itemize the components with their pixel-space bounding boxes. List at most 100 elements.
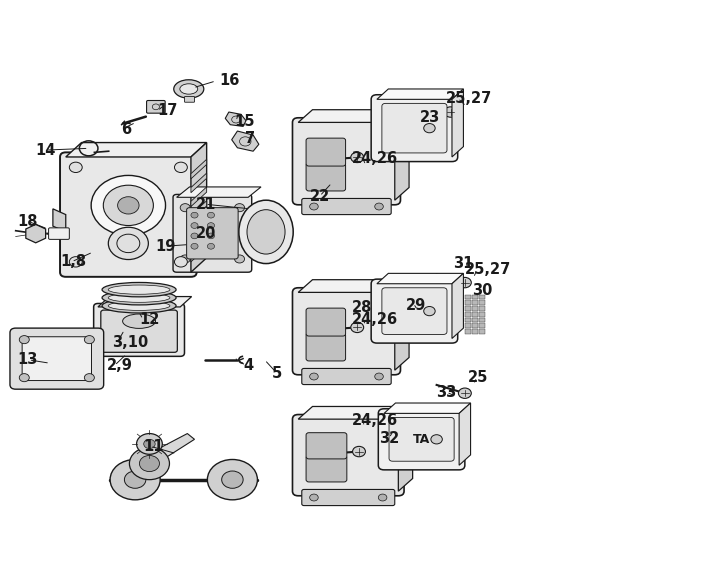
Circle shape	[235, 204, 245, 212]
Text: 11: 11	[143, 439, 164, 454]
FancyBboxPatch shape	[306, 456, 347, 482]
Circle shape	[222, 471, 243, 488]
Polygon shape	[191, 215, 207, 234]
Polygon shape	[191, 187, 207, 207]
Circle shape	[180, 204, 190, 212]
Circle shape	[174, 162, 187, 173]
Text: 2,9: 2,9	[107, 358, 133, 373]
FancyBboxPatch shape	[187, 208, 238, 259]
Circle shape	[431, 435, 442, 444]
Circle shape	[91, 175, 166, 235]
Polygon shape	[377, 273, 463, 284]
Ellipse shape	[102, 283, 176, 297]
FancyBboxPatch shape	[22, 337, 91, 380]
FancyBboxPatch shape	[306, 333, 345, 361]
Text: 24,26: 24,26	[352, 312, 398, 327]
Circle shape	[208, 212, 215, 218]
Ellipse shape	[174, 80, 204, 98]
Bar	[479, 301, 485, 305]
Text: 32: 32	[379, 431, 399, 446]
Bar	[472, 301, 477, 305]
Circle shape	[84, 373, 94, 382]
Circle shape	[191, 233, 198, 239]
Bar	[472, 329, 477, 334]
Circle shape	[19, 373, 29, 382]
Circle shape	[424, 306, 435, 316]
Bar	[472, 295, 477, 299]
FancyBboxPatch shape	[302, 368, 391, 384]
Circle shape	[353, 446, 365, 457]
Bar	[465, 329, 470, 334]
Text: 12: 12	[139, 312, 160, 327]
Polygon shape	[225, 112, 246, 126]
FancyBboxPatch shape	[292, 415, 404, 496]
Bar	[465, 324, 470, 328]
Circle shape	[351, 322, 363, 332]
Polygon shape	[377, 89, 463, 100]
Bar	[472, 312, 477, 317]
FancyBboxPatch shape	[101, 310, 177, 352]
Circle shape	[208, 243, 215, 249]
Text: 5: 5	[271, 365, 282, 380]
Ellipse shape	[108, 293, 170, 302]
Bar	[472, 306, 477, 311]
FancyBboxPatch shape	[382, 104, 447, 153]
Circle shape	[191, 243, 198, 249]
Ellipse shape	[102, 299, 176, 313]
Ellipse shape	[123, 314, 156, 328]
FancyBboxPatch shape	[371, 279, 457, 343]
Bar	[465, 301, 470, 305]
Polygon shape	[26, 225, 46, 243]
Circle shape	[70, 256, 82, 267]
Ellipse shape	[108, 285, 170, 294]
Text: 3,10: 3,10	[112, 335, 149, 350]
Polygon shape	[398, 406, 413, 491]
Bar	[479, 329, 485, 334]
Circle shape	[351, 152, 363, 163]
FancyBboxPatch shape	[302, 489, 395, 505]
Text: 17: 17	[157, 104, 177, 118]
Bar	[479, 295, 485, 299]
Text: 24,26: 24,26	[352, 413, 398, 428]
FancyBboxPatch shape	[173, 195, 252, 272]
Circle shape	[139, 456, 159, 471]
Text: 24,26: 24,26	[352, 151, 398, 166]
Ellipse shape	[180, 84, 197, 94]
Circle shape	[458, 277, 471, 288]
Text: 23: 23	[420, 110, 440, 125]
Circle shape	[424, 123, 435, 133]
FancyBboxPatch shape	[306, 308, 345, 336]
Text: 28: 28	[352, 301, 372, 316]
Text: 4: 4	[243, 358, 253, 373]
Bar	[465, 295, 470, 299]
Circle shape	[378, 494, 387, 501]
Circle shape	[144, 439, 155, 449]
Circle shape	[208, 460, 258, 500]
Polygon shape	[232, 131, 259, 151]
Polygon shape	[177, 187, 261, 197]
Text: 21: 21	[196, 197, 216, 212]
FancyBboxPatch shape	[93, 303, 185, 356]
Polygon shape	[459, 403, 470, 466]
Circle shape	[458, 388, 471, 398]
Circle shape	[124, 471, 146, 488]
Circle shape	[208, 233, 215, 239]
FancyBboxPatch shape	[185, 97, 195, 102]
Bar	[472, 318, 477, 323]
Circle shape	[108, 228, 149, 259]
Text: 30: 30	[472, 283, 493, 298]
FancyBboxPatch shape	[306, 163, 345, 191]
Circle shape	[174, 256, 187, 267]
Polygon shape	[66, 142, 207, 157]
Circle shape	[180, 255, 190, 263]
Polygon shape	[98, 296, 192, 307]
Circle shape	[375, 203, 383, 210]
Circle shape	[309, 203, 318, 210]
Circle shape	[19, 336, 29, 344]
Text: 18: 18	[17, 214, 37, 229]
Polygon shape	[191, 159, 207, 179]
Text: 7: 7	[245, 131, 255, 146]
Polygon shape	[191, 229, 207, 248]
Polygon shape	[191, 242, 207, 262]
Bar	[465, 318, 470, 323]
